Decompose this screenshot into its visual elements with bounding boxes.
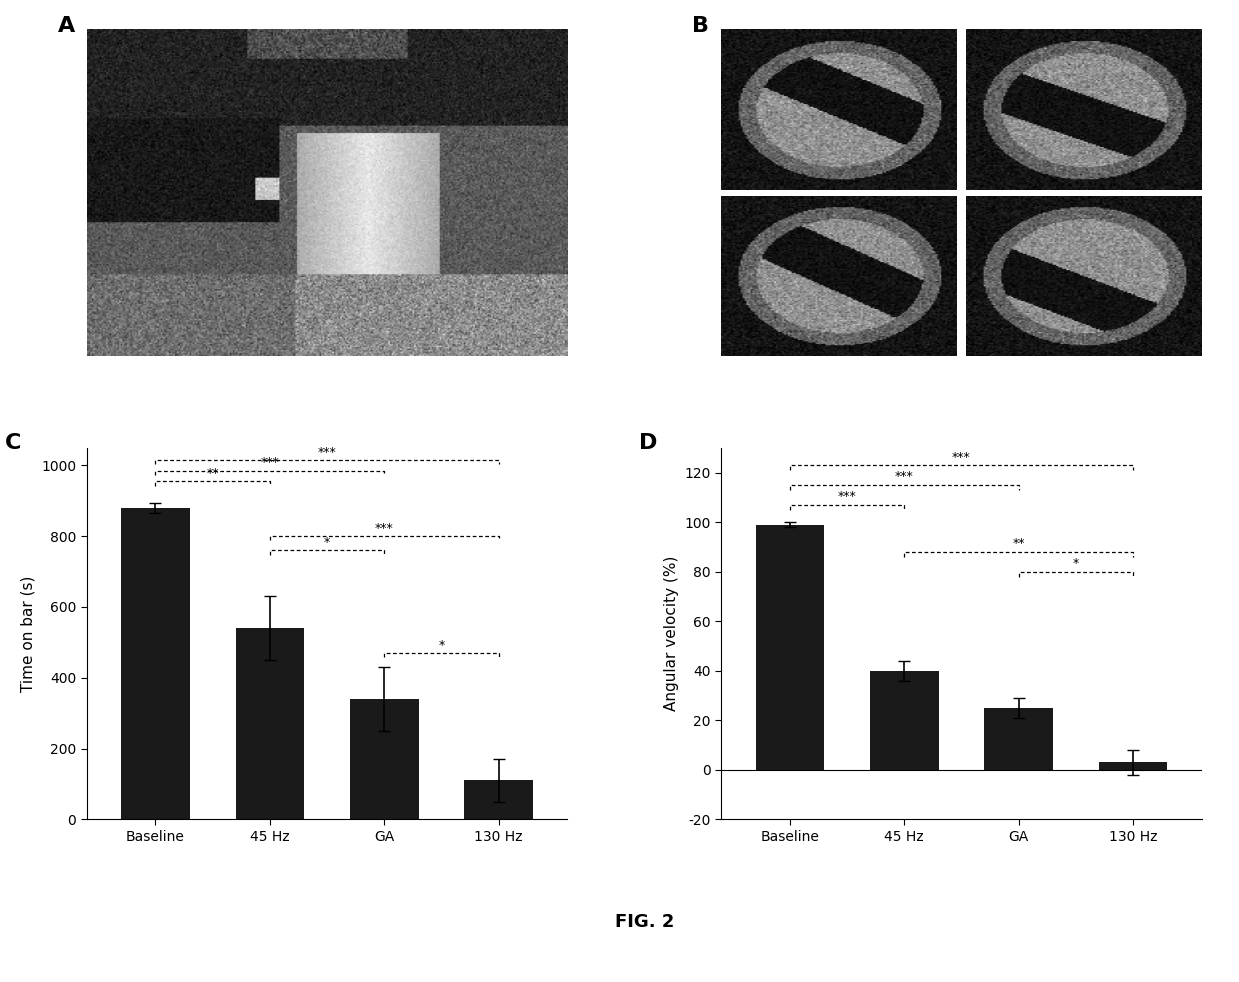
Text: **: ** — [207, 467, 219, 480]
Bar — [121, 508, 190, 819]
Text: ***: *** — [952, 451, 971, 464]
Text: *: * — [439, 638, 445, 652]
Text: ***: *** — [838, 490, 856, 503]
Bar — [349, 699, 419, 819]
Text: B: B — [693, 17, 710, 36]
Bar — [235, 628, 304, 819]
Bar — [756, 524, 824, 770]
Text: ***: *** — [895, 470, 913, 483]
Text: D: D — [639, 433, 658, 453]
Text: *: * — [323, 536, 330, 549]
Text: FIG. 2: FIG. 2 — [615, 912, 674, 931]
Text: C: C — [5, 433, 21, 453]
Text: **: ** — [1012, 537, 1025, 550]
Bar — [465, 781, 533, 819]
Bar — [1099, 762, 1167, 770]
Y-axis label: Angular velocity (%): Angular velocity (%) — [664, 556, 679, 711]
Text: *: * — [1073, 557, 1079, 571]
Bar — [985, 708, 1053, 770]
Bar — [870, 671, 939, 770]
Text: ***: *** — [260, 457, 279, 469]
Text: ***: *** — [375, 521, 394, 535]
Y-axis label: Time on bar (s): Time on bar (s) — [21, 575, 36, 691]
Text: A: A — [58, 17, 76, 36]
Text: ***: *** — [317, 446, 337, 459]
